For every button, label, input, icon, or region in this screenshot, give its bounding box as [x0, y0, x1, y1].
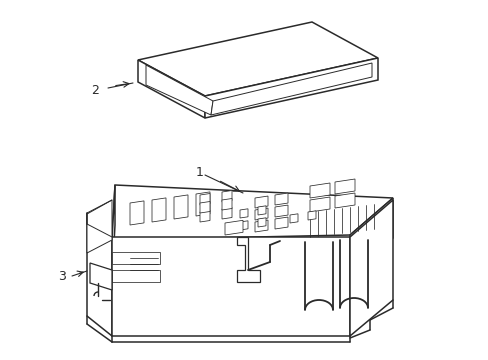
- Polygon shape: [309, 197, 329, 212]
- Polygon shape: [112, 270, 160, 282]
- Polygon shape: [349, 198, 392, 275]
- Polygon shape: [334, 179, 354, 194]
- Polygon shape: [130, 201, 143, 225]
- Polygon shape: [274, 217, 287, 229]
- Polygon shape: [174, 195, 187, 219]
- Polygon shape: [112, 185, 392, 240]
- Polygon shape: [289, 214, 297, 223]
- Polygon shape: [334, 193, 354, 208]
- Polygon shape: [222, 190, 231, 202]
- Polygon shape: [200, 211, 209, 222]
- Polygon shape: [224, 220, 243, 235]
- Polygon shape: [138, 22, 377, 96]
- Polygon shape: [274, 205, 287, 217]
- Polygon shape: [258, 206, 265, 215]
- Polygon shape: [258, 218, 265, 227]
- Polygon shape: [240, 221, 247, 230]
- Polygon shape: [200, 202, 209, 213]
- Polygon shape: [254, 220, 267, 232]
- Polygon shape: [254, 208, 267, 220]
- Polygon shape: [112, 252, 160, 264]
- Polygon shape: [307, 211, 315, 220]
- Polygon shape: [204, 58, 377, 118]
- Polygon shape: [112, 185, 115, 280]
- Polygon shape: [90, 263, 112, 290]
- Polygon shape: [112, 237, 349, 336]
- Polygon shape: [237, 237, 260, 282]
- Polygon shape: [222, 207, 231, 219]
- Polygon shape: [196, 192, 209, 216]
- Polygon shape: [240, 209, 247, 218]
- Polygon shape: [87, 213, 112, 336]
- Polygon shape: [152, 198, 165, 222]
- Polygon shape: [349, 200, 392, 336]
- Polygon shape: [146, 65, 213, 115]
- Text: 3: 3: [58, 270, 66, 284]
- Text: 1: 1: [196, 166, 203, 179]
- Polygon shape: [210, 63, 371, 115]
- Polygon shape: [254, 196, 267, 208]
- Polygon shape: [309, 183, 329, 198]
- Polygon shape: [138, 60, 204, 118]
- Text: 2: 2: [91, 84, 99, 96]
- Polygon shape: [274, 193, 287, 205]
- Polygon shape: [87, 200, 112, 253]
- Polygon shape: [200, 194, 209, 205]
- Polygon shape: [222, 198, 231, 210]
